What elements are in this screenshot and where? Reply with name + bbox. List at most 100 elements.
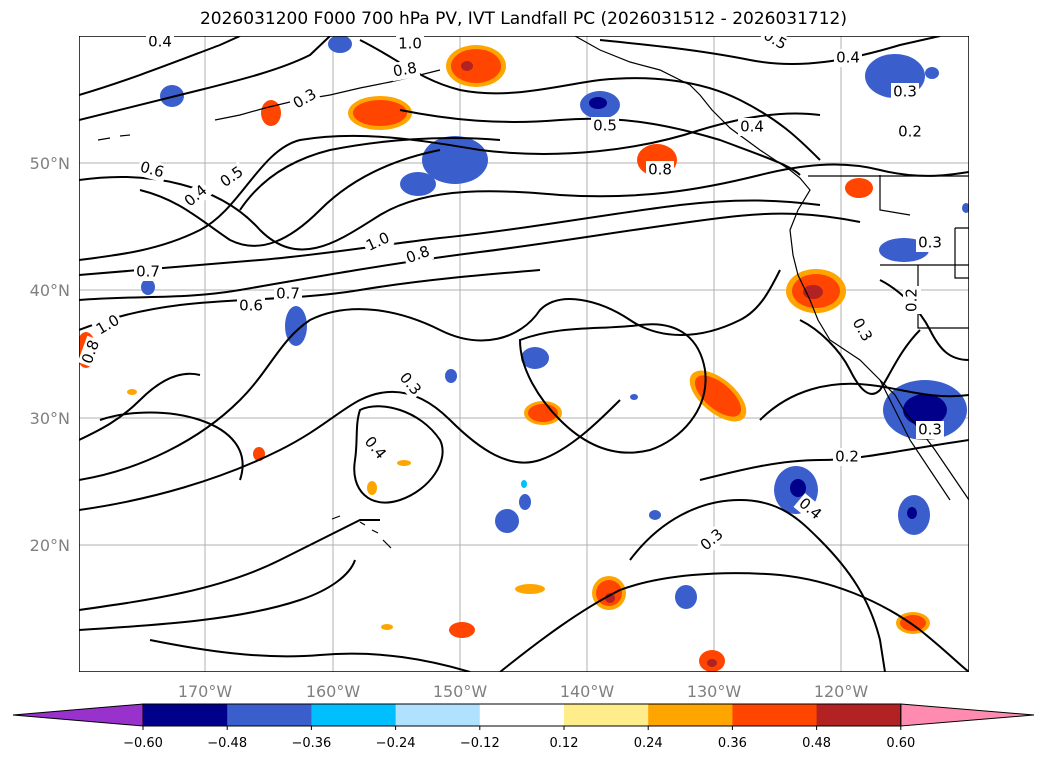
- contour-label-bg: [738, 118, 766, 136]
- pos-blob: [353, 100, 407, 126]
- pos-blob: [127, 389, 137, 395]
- contour-label-bg: [891, 83, 919, 101]
- colorbar-tick-label: 0.36: [718, 736, 747, 751]
- colorbar-segment: [479, 704, 565, 726]
- colorbar-segment: [311, 704, 397, 726]
- colorbar-tick-label: 0.12: [550, 736, 579, 751]
- neg-blob-core: [790, 479, 806, 497]
- lat-label: 20°N: [30, 536, 70, 555]
- contour-label-bg: [896, 123, 924, 141]
- contour-label: 0.2: [898, 123, 922, 141]
- contour-label-bg: [793, 493, 827, 525]
- positive-anomaly-shading: [79, 45, 930, 672]
- neg-blob-core: [903, 394, 947, 426]
- colorbar-outline: [142, 703, 902, 727]
- contour-label: 0.3: [893, 83, 917, 101]
- contour-label: 0.4: [836, 49, 860, 67]
- colorbar: [12, 703, 1035, 727]
- contour-label-bg: [394, 367, 426, 401]
- pos-blob: [367, 481, 377, 495]
- contour-label-bg: [833, 448, 861, 466]
- latitude-labels: 50°N 40°N 30°N 20°N: [30, 154, 70, 555]
- colorbar-tick-label: −0.36: [291, 736, 331, 751]
- contour-label: 0.8: [648, 161, 672, 179]
- figure-title: 2026031200 F000 700 hPa PV, IVT Landfall…: [199, 9, 847, 29]
- neg-blob-core: [589, 97, 607, 109]
- contour-label-bg: [389, 58, 421, 82]
- neg-blob: [649, 510, 661, 520]
- neg-blob: [495, 509, 519, 533]
- colorbar-tick-label: −0.48: [207, 736, 247, 751]
- colorbar-tick-labels: −0.60 −0.48 −0.36 −0.24 −0.12 0.12 0.24 0.36 0.4…: [123, 726, 915, 751]
- contour-label-bg: [359, 431, 391, 465]
- neg-blob: [141, 279, 155, 295]
- contour-label: 0.7: [276, 285, 300, 303]
- pos-blob: [397, 460, 411, 466]
- neg-blob: [400, 172, 436, 196]
- lon-label: 130°W: [687, 682, 742, 701]
- neg-blob: [962, 203, 969, 213]
- contour-label-bg: [136, 157, 168, 183]
- contour-label-bg: [134, 263, 162, 281]
- lon-label: 140°W: [560, 682, 615, 701]
- pos-blob: [449, 622, 475, 638]
- contour-label-bg: [237, 297, 265, 315]
- contour-label: 0.4: [148, 33, 172, 51]
- contour-label-bg: [274, 285, 302, 303]
- contour-label-bg: [215, 161, 249, 193]
- contour-label: 1.0: [398, 35, 422, 53]
- colorbar-tick-label: 0.48: [802, 736, 831, 751]
- contour-label-bg: [591, 117, 619, 135]
- contour-label-bg: [401, 241, 435, 269]
- contour-label-bg: [916, 234, 944, 252]
- contour-label: 0.2: [835, 448, 859, 466]
- contour-label-bg: [179, 180, 213, 212]
- contour-label: 0.4: [740, 118, 764, 136]
- colorbar-tick-label: 0.24: [634, 736, 663, 751]
- contour-label: 0.7: [136, 263, 160, 281]
- pos-blob-core: [461, 61, 473, 71]
- pos-blob: [845, 178, 873, 198]
- contour-label-bg: [847, 313, 877, 347]
- pos-blob-core: [707, 659, 717, 667]
- lat-label: 50°N: [30, 154, 70, 173]
- contour-label-bg: [146, 36, 174, 51]
- contour-label: 0.3: [918, 421, 942, 439]
- contour-label-bg: [758, 36, 792, 55]
- colorbar-segment: [395, 704, 481, 726]
- contour-label: 0.6: [239, 297, 263, 315]
- contour-label-bg: [903, 286, 921, 314]
- neg-blob: [925, 67, 939, 79]
- colorbar-segment: [816, 704, 902, 726]
- contour-label-bg: [695, 524, 729, 556]
- lon-label: 120°W: [814, 682, 869, 701]
- neg-blob-core: [907, 507, 917, 519]
- contour-label-bg: [396, 36, 424, 53]
- lat-label: 40°N: [30, 281, 70, 300]
- colorbar-tick-label: −0.60: [123, 736, 163, 751]
- colorbar-extend-low: [12, 703, 144, 727]
- contour-label: 0.8: [392, 59, 419, 81]
- neg-blob: [328, 36, 352, 53]
- colorbar-segment: [143, 704, 228, 726]
- contour-label-bg: [288, 84, 322, 114]
- neg-blob: [675, 585, 697, 609]
- contour-label-bg: [646, 161, 674, 179]
- neg-blob: [521, 347, 549, 369]
- colorbar-tick-label: −0.24: [376, 736, 416, 751]
- longitude-labels: 170°W 160°W 150°W 140°W 130°W 120°W: [178, 682, 869, 701]
- pos-blob: [515, 584, 545, 594]
- lon-label: 150°W: [433, 682, 488, 701]
- contour-label: 0.2: [903, 288, 921, 312]
- contour-label: 0.3: [918, 234, 942, 252]
- colorbar-extend-high: [900, 703, 1035, 727]
- contour-label-bg: [361, 227, 395, 257]
- contour-label: 0.5: [593, 117, 617, 135]
- lat-label: 30°N: [30, 409, 70, 428]
- contour-label-bg: [834, 49, 862, 67]
- neg-blob: [521, 480, 527, 488]
- pos-blob: [900, 615, 926, 631]
- contour-label-bg: [91, 310, 125, 340]
- colorbar-segment: [732, 704, 818, 726]
